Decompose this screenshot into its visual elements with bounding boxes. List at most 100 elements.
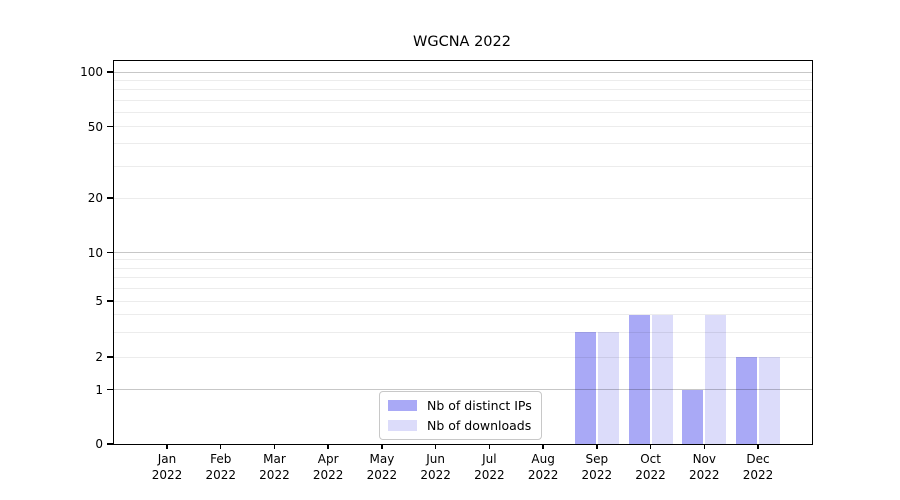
month-label: Jan [157, 452, 177, 466]
month-label: Sep [585, 452, 609, 466]
y-tick-label-1: 1 [95, 382, 103, 397]
gridline-90 [114, 79, 812, 81]
x-tick-mark-nov [703, 444, 706, 449]
gridline-30 [114, 165, 812, 167]
year-label: 2022 [366, 468, 398, 482]
gridline-7 [114, 276, 812, 278]
month-label: Jun [426, 452, 446, 466]
plot-area: 0 1 2 5 10 20 50 100 Jan 2022 Feb 2022 Mar 2022 Apr 202… [80, 60, 813, 482]
month-label: May [369, 452, 395, 466]
bar-distinct-ips-dec [736, 357, 758, 444]
gridline-50 [114, 126, 812, 127]
legend-label: Nb of downloads [427, 418, 532, 433]
gridline-5 [114, 300, 812, 302]
x-tick-mark-jun [434, 444, 437, 449]
y-tick-label-50: 50 [87, 119, 103, 134]
legend-swatch-distinct-ips [388, 400, 417, 411]
y-tick-mark-50 [106, 125, 113, 128]
gridline-40 [114, 143, 812, 145]
gridline-10 [114, 252, 812, 253]
year-label: 2022 [635, 468, 666, 482]
gridline-100 [114, 71, 812, 73]
x-tick-mark-may [381, 444, 383, 449]
y-tick-mark-0 [106, 443, 113, 445]
gridline-20 [114, 197, 812, 199]
chart-title: WGCNA 2022 [413, 34, 511, 50]
year-label: 2022 [474, 468, 505, 482]
month-label: Feb [210, 452, 232, 466]
x-tick-mark-jan [166, 444, 168, 449]
year-label: 2022 [742, 468, 774, 482]
month-label: Aug [531, 452, 555, 466]
legend-item: Nb of distinct IPs [388, 398, 532, 413]
gridline-60 [114, 111, 812, 113]
month-label: Mar [263, 452, 286, 466]
month-label: Jul [482, 452, 497, 466]
grid-layer [114, 61, 812, 444]
year-label: 2022 [581, 468, 613, 482]
x-tick-label-jul: Jul 2022 [449, 451, 529, 483]
bar-distinct-ips-nov [682, 389, 704, 444]
month-label: Oct [640, 452, 661, 466]
legend: Nb of distinct IPs Nb of downloads [379, 391, 542, 440]
bar-downloads-oct [651, 314, 673, 444]
bar-distinct-ips-oct [628, 314, 650, 444]
year-label: 2022 [151, 468, 183, 482]
x-tick-mark-sep [596, 444, 598, 449]
y-tick-label-20: 20 [87, 191, 103, 205]
y-tick-mark-2 [106, 356, 113, 358]
gridline-3 [114, 331, 812, 333]
gridline-4 [114, 314, 812, 316]
year-label: 2022 [205, 468, 236, 482]
gridline-1 [114, 389, 812, 390]
y-tick-mark-5 [106, 300, 113, 302]
month-label: Nov [692, 452, 716, 466]
bar-downloads-sep [597, 332, 619, 444]
gridline-80 [114, 89, 812, 91]
x-tick-mark-oct [649, 444, 652, 449]
x-tick-label-sep: Sep 2022 [557, 451, 637, 483]
bar-downloads-nov [705, 314, 727, 444]
axis-layer: 0 1 2 5 10 20 50 100 Jan 2022 Feb 2022 Mar 2022 Apr 202… [80, 61, 812, 482]
x-tick-label-apr: Apr 2022 [288, 451, 368, 483]
x-tick-label-jan: Jan 2022 [127, 451, 207, 483]
year-label: 2022 [420, 468, 451, 482]
year-label: 2022 [689, 468, 720, 482]
bar-downloads-dec [759, 357, 781, 444]
gridline-2 [114, 356, 812, 358]
gridline-9 [114, 259, 812, 261]
y-tick-mark-1 [106, 388, 113, 391]
year-label: 2022 [312, 468, 344, 482]
legend-label: Nb of distinct IPs [427, 398, 532, 413]
gridline-8 [114, 267, 812, 269]
x-tick-mark-mar [273, 444, 276, 449]
x-tick-mark-jul [488, 444, 491, 449]
x-tick-label-oct: Oct 2022 [611, 451, 691, 483]
y-tick-label-100: 100 [80, 65, 103, 79]
x-tick-label-may: May 2022 [342, 451, 422, 483]
x-tick-label-mar: Mar 2022 [234, 451, 314, 483]
x-tick-label-nov: Nov 2022 [664, 451, 744, 483]
month-label: Dec [746, 452, 770, 466]
y-tick-mark-100 [106, 71, 113, 73]
gridline-6 [114, 287, 812, 289]
year-label: 2022 [527, 468, 559, 482]
x-tick-label-dec: Dec 2022 [718, 451, 798, 483]
month-label: Apr [317, 452, 339, 466]
x-tick-label-feb: Feb 2022 [181, 451, 261, 483]
x-tick-label-jun: Jun 2022 [396, 451, 476, 483]
bar-distinct-ips-sep [574, 332, 596, 444]
y-tick-label-2: 2 [95, 350, 103, 364]
x-tick-mark-aug [542, 444, 544, 449]
x-tick-mark-apr [327, 444, 329, 449]
y-tick-label-10: 10 [87, 245, 103, 260]
year-label: 2022 [259, 468, 290, 482]
y-tick-label-5: 5 [95, 294, 103, 308]
y-tick-mark-10 [106, 251, 113, 254]
legend-item: Nb of downloads [388, 418, 532, 433]
legend-swatch-downloads [388, 420, 417, 431]
y-tick-label-0: 0 [95, 437, 103, 451]
y-tick-mark-20 [106, 197, 113, 199]
gridline-70 [114, 99, 812, 101]
